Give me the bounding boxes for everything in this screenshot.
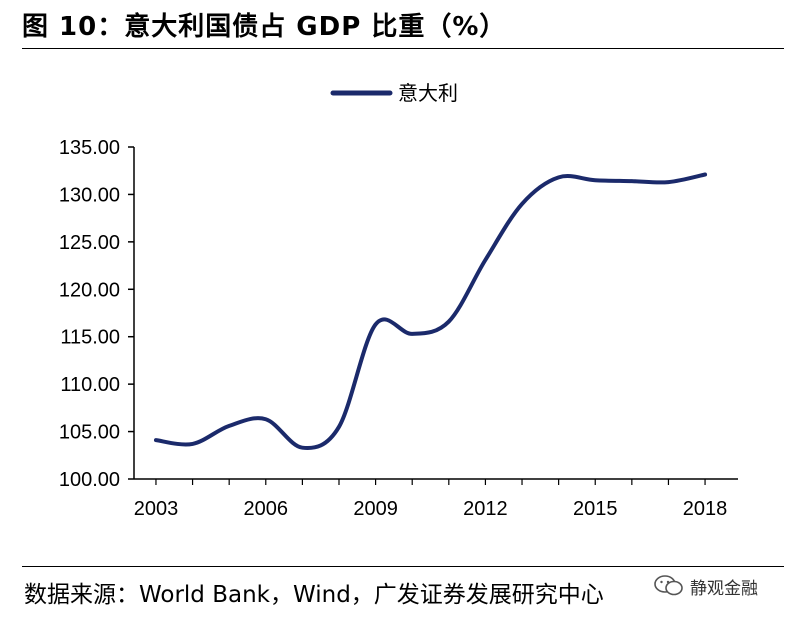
y-tick-label: 110.00 — [60, 374, 120, 396]
y-axis-ticks: 100.00 105.00 110.00 115.00 120.00 125.00 130.… — [59, 137, 134, 491]
source-note: 数据来源：World Bank，Wind，广发证券发展研究中心 — [24, 582, 604, 608]
series-line-italy — [153, 172, 708, 451]
x-tick-label: 2018 — [683, 498, 728, 520]
x-tick-label: 2003 — [134, 498, 179, 520]
x-tick-label: 2006 — [244, 498, 289, 520]
bottom-divider — [22, 566, 784, 567]
y-tick-label: 135.00 — [59, 137, 120, 159]
y-tick-label: 120.00 — [59, 279, 120, 301]
axes — [133, 147, 738, 480]
watermark: 静观金融 — [654, 568, 784, 604]
legend-label: 意大利 — [398, 81, 458, 105]
wechat-icon — [654, 575, 683, 596]
data-points — [154, 173, 707, 450]
top-divider — [22, 48, 784, 49]
x-tick-label: 2012 — [463, 498, 508, 520]
y-tick-label: 115.00 — [60, 327, 120, 349]
line-chart: 意大利 100.00 105.00 110.00 115.00 120.00 125.00… — [59, 81, 738, 520]
y-tick-label: 100.00 — [59, 469, 120, 491]
chart-title: 图 10：意大利国债占 GDP 比重（%） — [22, 12, 507, 42]
y-tick-label: 130.00 — [59, 184, 120, 206]
x-tick-label: 2009 — [353, 498, 398, 520]
watermark-text: 静观金融 — [690, 578, 758, 599]
legend: 意大利 — [330, 81, 458, 105]
y-tick-label: 105.00 — [59, 422, 120, 444]
x-axis-ticks: 2003 2006 2009 2012 2015 2018 — [134, 479, 728, 520]
y-tick-label: 125.00 — [59, 232, 120, 254]
x-tick-label: 2015 — [573, 498, 618, 520]
